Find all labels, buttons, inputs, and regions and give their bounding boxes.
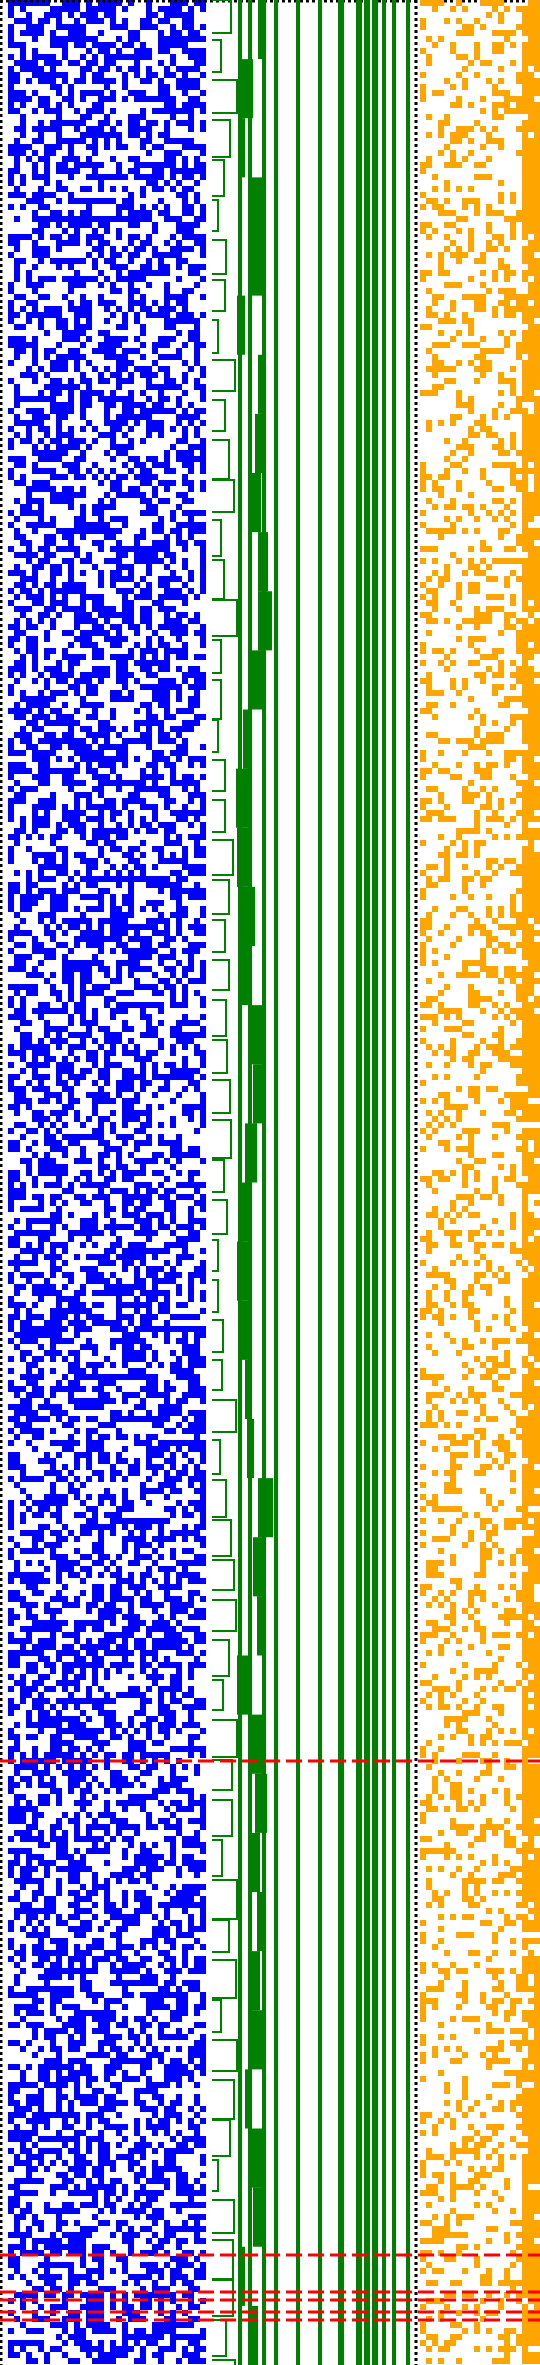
green-step	[243, 709, 252, 769]
middle-green-stacked-bars	[212, 0, 410, 2365]
green-step	[238, 118, 245, 178]
green-step	[238, 946, 251, 1006]
green-step	[252, 177, 263, 237]
green-step	[236, 768, 248, 828]
green-step	[255, 413, 266, 473]
green-step	[251, 2128, 263, 2188]
blue-cells	[8, 0, 206, 2364]
green-bar-4	[274, 0, 278, 2365]
green-step	[237, 295, 245, 355]
green-step	[247, 1419, 254, 1479]
green-step	[253, 2187, 265, 2247]
green-step	[252, 2010, 266, 2070]
green-step	[237, 1241, 250, 1301]
green-step	[253, 1064, 265, 1124]
green-step	[258, 591, 272, 651]
green-bar-8	[356, 0, 362, 2365]
right-orange-sparse-pattern	[420, 0, 540, 2364]
green-step	[249, 1005, 262, 1065]
green-bar-10	[372, 0, 378, 2365]
green-step	[252, 650, 262, 710]
green-bar-9	[364, 0, 370, 2365]
green-step	[245, 1123, 257, 1183]
green-step	[240, 886, 255, 946]
green-step	[252, 1951, 260, 2011]
green-step	[255, 1773, 267, 1833]
green-bar-13	[406, 0, 410, 2365]
orange-cells	[420, 0, 540, 2364]
green-bar-5	[296, 0, 300, 2365]
green-bar-7	[338, 0, 344, 2365]
stair-outline	[212, 0, 238, 2365]
left-dense-blue-pattern	[8, 0, 206, 2364]
green-step	[257, 1892, 266, 1952]
green-step	[253, 1537, 264, 1597]
green-step	[249, 1714, 264, 1774]
green-step	[258, 0, 266, 60]
green-step	[258, 532, 268, 592]
red-highlight-lines	[0, 1759, 540, 2322]
green-step	[251, 473, 261, 533]
green-step	[237, 827, 250, 887]
green-step	[258, 1478, 273, 1538]
green-step	[239, 2246, 245, 2306]
green-step	[245, 2069, 251, 2129]
green-bar-6	[318, 0, 322, 2365]
green-step	[248, 2305, 258, 2365]
green-step	[258, 354, 266, 414]
green-step	[240, 1182, 252, 1242]
green-step	[239, 1300, 252, 1360]
green-step	[257, 1596, 266, 1656]
green-bar-3	[262, 0, 266, 2365]
green-step	[237, 1655, 248, 1715]
green-step	[240, 59, 253, 119]
green-bar-12	[392, 0, 396, 2365]
green-step	[245, 1359, 251, 1419]
green-step	[249, 1832, 260, 1892]
green-step	[251, 236, 264, 296]
green-bar-11	[382, 0, 386, 2365]
